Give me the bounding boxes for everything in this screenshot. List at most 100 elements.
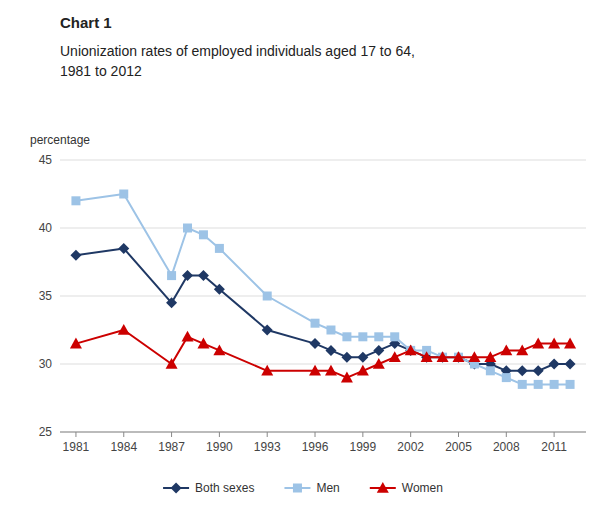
point — [341, 352, 352, 363]
point — [263, 292, 272, 301]
point — [452, 351, 464, 362]
point — [502, 373, 511, 382]
point — [197, 338, 209, 349]
point — [358, 332, 367, 341]
x-tick — [506, 432, 507, 437]
subtitle: Unionization rates of employed individua… — [60, 43, 415, 59]
point — [199, 230, 208, 239]
y-tick-label: 45 — [39, 153, 53, 167]
point — [215, 244, 224, 253]
x-tick — [362, 432, 363, 437]
point — [373, 358, 385, 369]
point — [548, 338, 560, 349]
y-tick-label: 30 — [39, 357, 53, 371]
point — [311, 319, 320, 328]
point — [309, 365, 321, 376]
grid — [60, 160, 586, 432]
point — [421, 351, 433, 362]
series-line — [76, 330, 570, 378]
point — [310, 338, 321, 349]
x-tick-label: 1981 — [63, 440, 90, 454]
grid-line — [60, 364, 586, 365]
point — [565, 359, 576, 370]
title: Chart 1 — [60, 14, 112, 31]
grid-line — [60, 228, 586, 229]
x-axis-line — [60, 432, 586, 433]
point — [182, 331, 194, 342]
legend-label: Both sexes — [195, 481, 254, 495]
x-tick — [75, 432, 76, 437]
point — [166, 358, 178, 369]
x-tick — [315, 432, 316, 437]
x-tick-label: 1993 — [254, 440, 281, 454]
point — [118, 324, 130, 335]
point — [518, 380, 527, 389]
grid-line — [60, 160, 586, 161]
series — [70, 324, 576, 382]
x-tick — [410, 432, 411, 437]
point — [389, 351, 401, 362]
point — [549, 359, 560, 370]
legend-marker — [293, 484, 302, 493]
point — [405, 345, 416, 356]
x-tick — [554, 432, 555, 437]
point — [166, 297, 177, 308]
point — [532, 338, 544, 349]
x-tick — [123, 432, 124, 437]
point — [564, 338, 576, 349]
grid-line — [60, 296, 586, 297]
point — [213, 344, 225, 355]
point — [71, 196, 80, 205]
legend-marker — [377, 482, 389, 493]
point — [357, 365, 369, 376]
point — [534, 380, 543, 389]
legend-item: Both sexes — [163, 481, 254, 495]
series — [71, 190, 574, 389]
point — [341, 372, 353, 383]
x-tick-label: 2002 — [397, 440, 424, 454]
y-tick-label: 35 — [39, 289, 53, 303]
point — [357, 352, 368, 363]
point — [437, 351, 449, 362]
x-tick-label: 1999 — [349, 440, 376, 454]
legend: Both sexes Men Women — [163, 481, 443, 495]
x-tick-label: 2008 — [493, 440, 520, 454]
point — [183, 224, 192, 233]
point — [118, 243, 129, 254]
point — [167, 271, 176, 280]
y-axis-label: percentage — [30, 133, 90, 147]
point — [484, 351, 496, 362]
point — [533, 365, 544, 376]
point — [325, 365, 337, 376]
x-tick-label: 1996 — [302, 440, 329, 454]
legend-marker — [171, 483, 182, 494]
x-tick-label: 1984 — [110, 440, 137, 454]
point — [516, 344, 528, 355]
x-tick — [171, 432, 172, 437]
series-line — [76, 194, 570, 384]
point — [182, 270, 193, 281]
plot-area — [70, 190, 576, 389]
point — [390, 332, 399, 341]
y-tick-label: 25 — [39, 425, 53, 439]
point — [486, 366, 495, 375]
point — [261, 365, 273, 376]
legend-item: Men — [284, 481, 339, 495]
point — [374, 332, 383, 341]
point — [550, 380, 559, 389]
series — [70, 243, 575, 376]
grid-line — [60, 432, 586, 433]
point — [326, 326, 335, 335]
point — [373, 345, 384, 356]
legend-item: Women — [370, 481, 443, 495]
point — [405, 344, 417, 355]
point — [517, 365, 528, 376]
x-tick-label: 2005 — [445, 440, 472, 454]
point — [325, 345, 336, 356]
point — [119, 190, 128, 199]
point — [468, 351, 480, 362]
point — [70, 338, 82, 349]
point — [70, 250, 81, 261]
x-tick-label: 1990 — [206, 440, 233, 454]
x-tick-label: 1987 — [158, 440, 185, 454]
